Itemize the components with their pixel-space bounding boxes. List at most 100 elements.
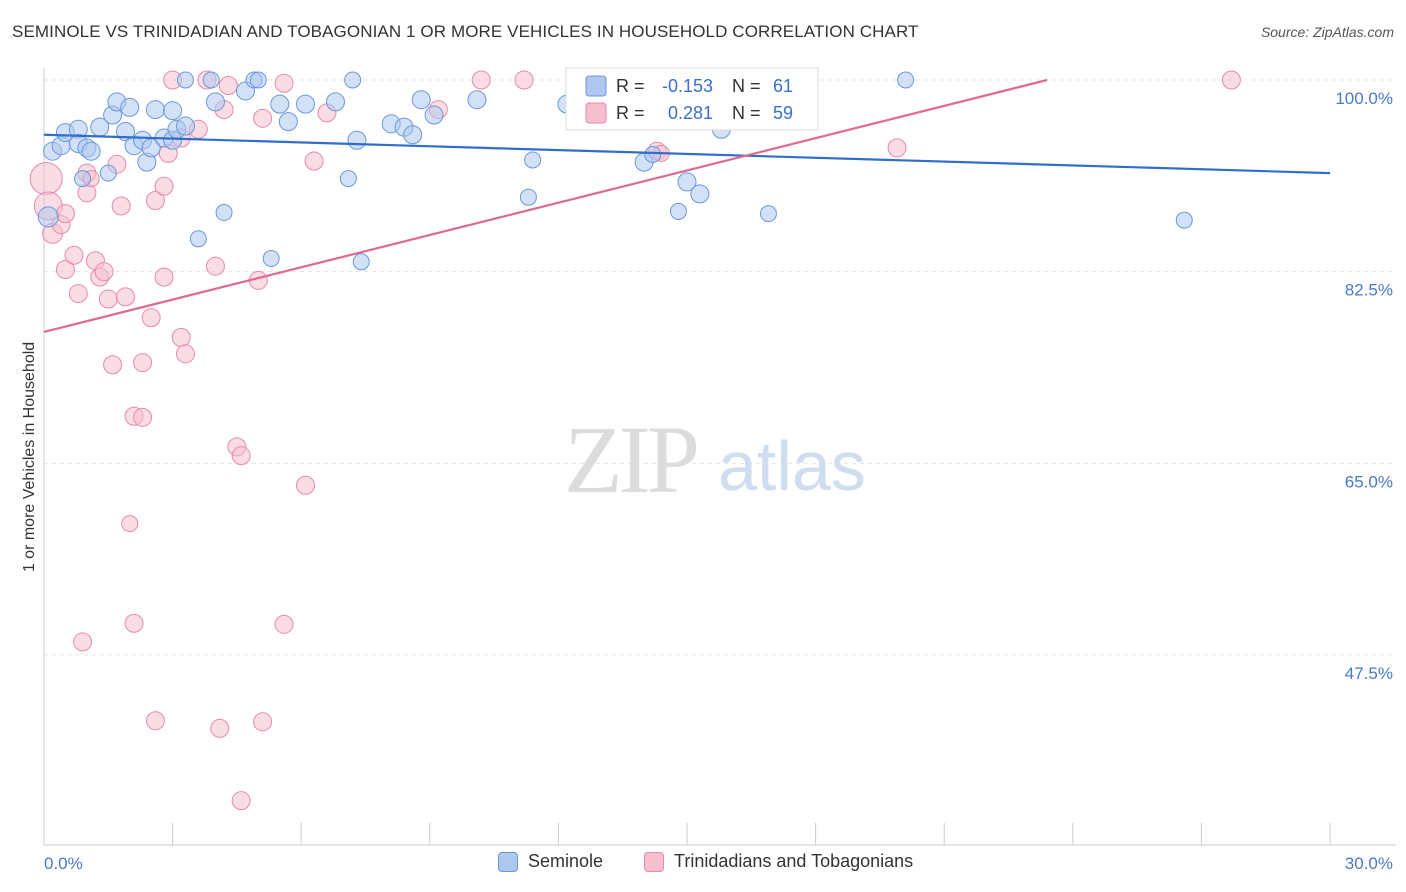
trinidadians-point [304, 151, 324, 171]
trinidadians-point [55, 259, 75, 279]
trinidadians-point [231, 446, 251, 466]
trinidadians-point [231, 791, 251, 811]
chart-title: SEMINOLE VS TRINIDADIAN AND TOBAGONIAN 1… [12, 22, 919, 41]
seminole-point [403, 125, 423, 145]
legend-n-trinidadians: 59 [773, 103, 793, 123]
trinidadians-swatch [644, 851, 664, 872]
trinidadians-point [115, 287, 135, 307]
seminole-point [339, 170, 357, 188]
trinidadians-point [55, 204, 75, 224]
seminole-point [215, 204, 233, 222]
legend-r-seminole: -0.153 [662, 76, 713, 96]
trinidadians-point [295, 475, 315, 495]
seminole-point [37, 206, 59, 228]
trinidadians-point [1221, 70, 1241, 90]
seminole-point [467, 90, 487, 110]
seminole-point [524, 151, 542, 169]
trinidadians-point [171, 327, 191, 347]
trinidadians-point [111, 196, 131, 216]
trinidadians-point [218, 75, 238, 95]
legend-seminole-label: Seminole [528, 851, 604, 871]
seminole-point [175, 116, 195, 136]
trinidadians-point [98, 289, 118, 309]
trinidadians-point [141, 308, 161, 328]
trinidadians-point [154, 267, 174, 287]
trinidadians-point [29, 162, 63, 196]
bottom-legend: Seminole Trinidadians and Tobagonians [0, 851, 1406, 879]
tick-labels: 100.0% 82.5% 65.0% 47.5% 0.0% 30.0% [44, 89, 1393, 873]
watermark-zip: ZIP [564, 406, 697, 513]
y-tick-label: 82.5% [1345, 281, 1393, 300]
trinidadians-point [145, 190, 165, 210]
legend-n-seminole: 61 [773, 76, 793, 96]
trinidadians-point [205, 256, 225, 276]
trinidadians-point [253, 712, 273, 732]
legend-swatch-trinidadians [585, 102, 607, 124]
y-tick-label: 100.0% [1335, 89, 1393, 108]
legend-r-label: R = [616, 103, 645, 123]
y-tick-label: 65.0% [1345, 472, 1393, 491]
legend-n-label: N = [732, 103, 761, 123]
seminole-point [411, 90, 431, 110]
legend-n-label: N = [732, 76, 761, 96]
y-tick-label: 47.5% [1345, 664, 1393, 683]
trinidadians-point [121, 515, 139, 533]
trinidadians-point [133, 407, 153, 427]
seminole-point [519, 188, 537, 206]
trinidadians-point [887, 138, 907, 158]
trinidadians-point [253, 108, 273, 128]
legend-swatch-seminole [585, 75, 607, 97]
seminole-point [249, 71, 267, 89]
trinidadians-point [64, 245, 84, 265]
x-tick-label: 0.0% [44, 854, 83, 873]
seminole-point [295, 94, 315, 114]
seminole-trend-line [43, 133, 1331, 175]
seminole-point [205, 92, 225, 112]
seminole-point [352, 253, 370, 271]
watermark-atlas: atlas [718, 427, 866, 505]
trend-lines [43, 78, 1331, 333]
seminole-point [120, 97, 140, 117]
trinidadians-point [210, 718, 230, 738]
seminole-point [759, 205, 777, 223]
seminole-point [270, 94, 290, 114]
seminole-point [1175, 211, 1193, 229]
seminole-point [278, 112, 298, 132]
seminole-point [347, 130, 367, 150]
seminole-point [690, 184, 710, 204]
legend-box: R = -0.153 N = 61 R = 0.281 N = 59 [565, 67, 819, 131]
grid-lines [44, 79, 1396, 656]
trinidadians-point [124, 613, 144, 633]
seminole-point [202, 71, 220, 89]
seminole-point [145, 100, 165, 120]
x-tick-label: 30.0% [1345, 854, 1393, 873]
legend-r-trinidadians: 0.281 [668, 103, 713, 123]
trinidadians-point [274, 614, 294, 634]
trinidadians-point [175, 344, 195, 364]
trinidadians-point [73, 632, 93, 652]
seminole-point [189, 230, 207, 248]
legend-item-seminole: Seminole [498, 851, 603, 872]
seminole-point [424, 105, 444, 125]
seminole-point [644, 145, 662, 163]
seminole-point [163, 101, 183, 121]
seminole-point [344, 71, 362, 89]
source-label: Source: ZipAtlas.com [1260, 24, 1394, 40]
seminole-point [262, 250, 280, 268]
seminole-point [669, 202, 687, 220]
seminole-point [677, 172, 697, 192]
legend-trinidadians-label: Trinidadians and Tobagonians [674, 851, 914, 871]
trinidadians-point [514, 70, 534, 90]
trinidadians-point [103, 355, 123, 375]
legend-item-trinidadians: Trinidadians and Tobagonians [644, 851, 913, 872]
y-axis-label: 1 or more Vehicles in Household [21, 342, 38, 572]
seminole-point [74, 170, 92, 188]
trinidadians-point [154, 176, 174, 196]
series-seminole-points [37, 71, 1193, 271]
trinidadians-point [94, 262, 114, 282]
trinidadians-point [471, 70, 491, 90]
trinidadians-point [133, 353, 153, 373]
legend-r-label: R = [616, 76, 645, 96]
trinidadians-point [68, 284, 88, 304]
trinidadians-trend-line [43, 78, 1048, 333]
